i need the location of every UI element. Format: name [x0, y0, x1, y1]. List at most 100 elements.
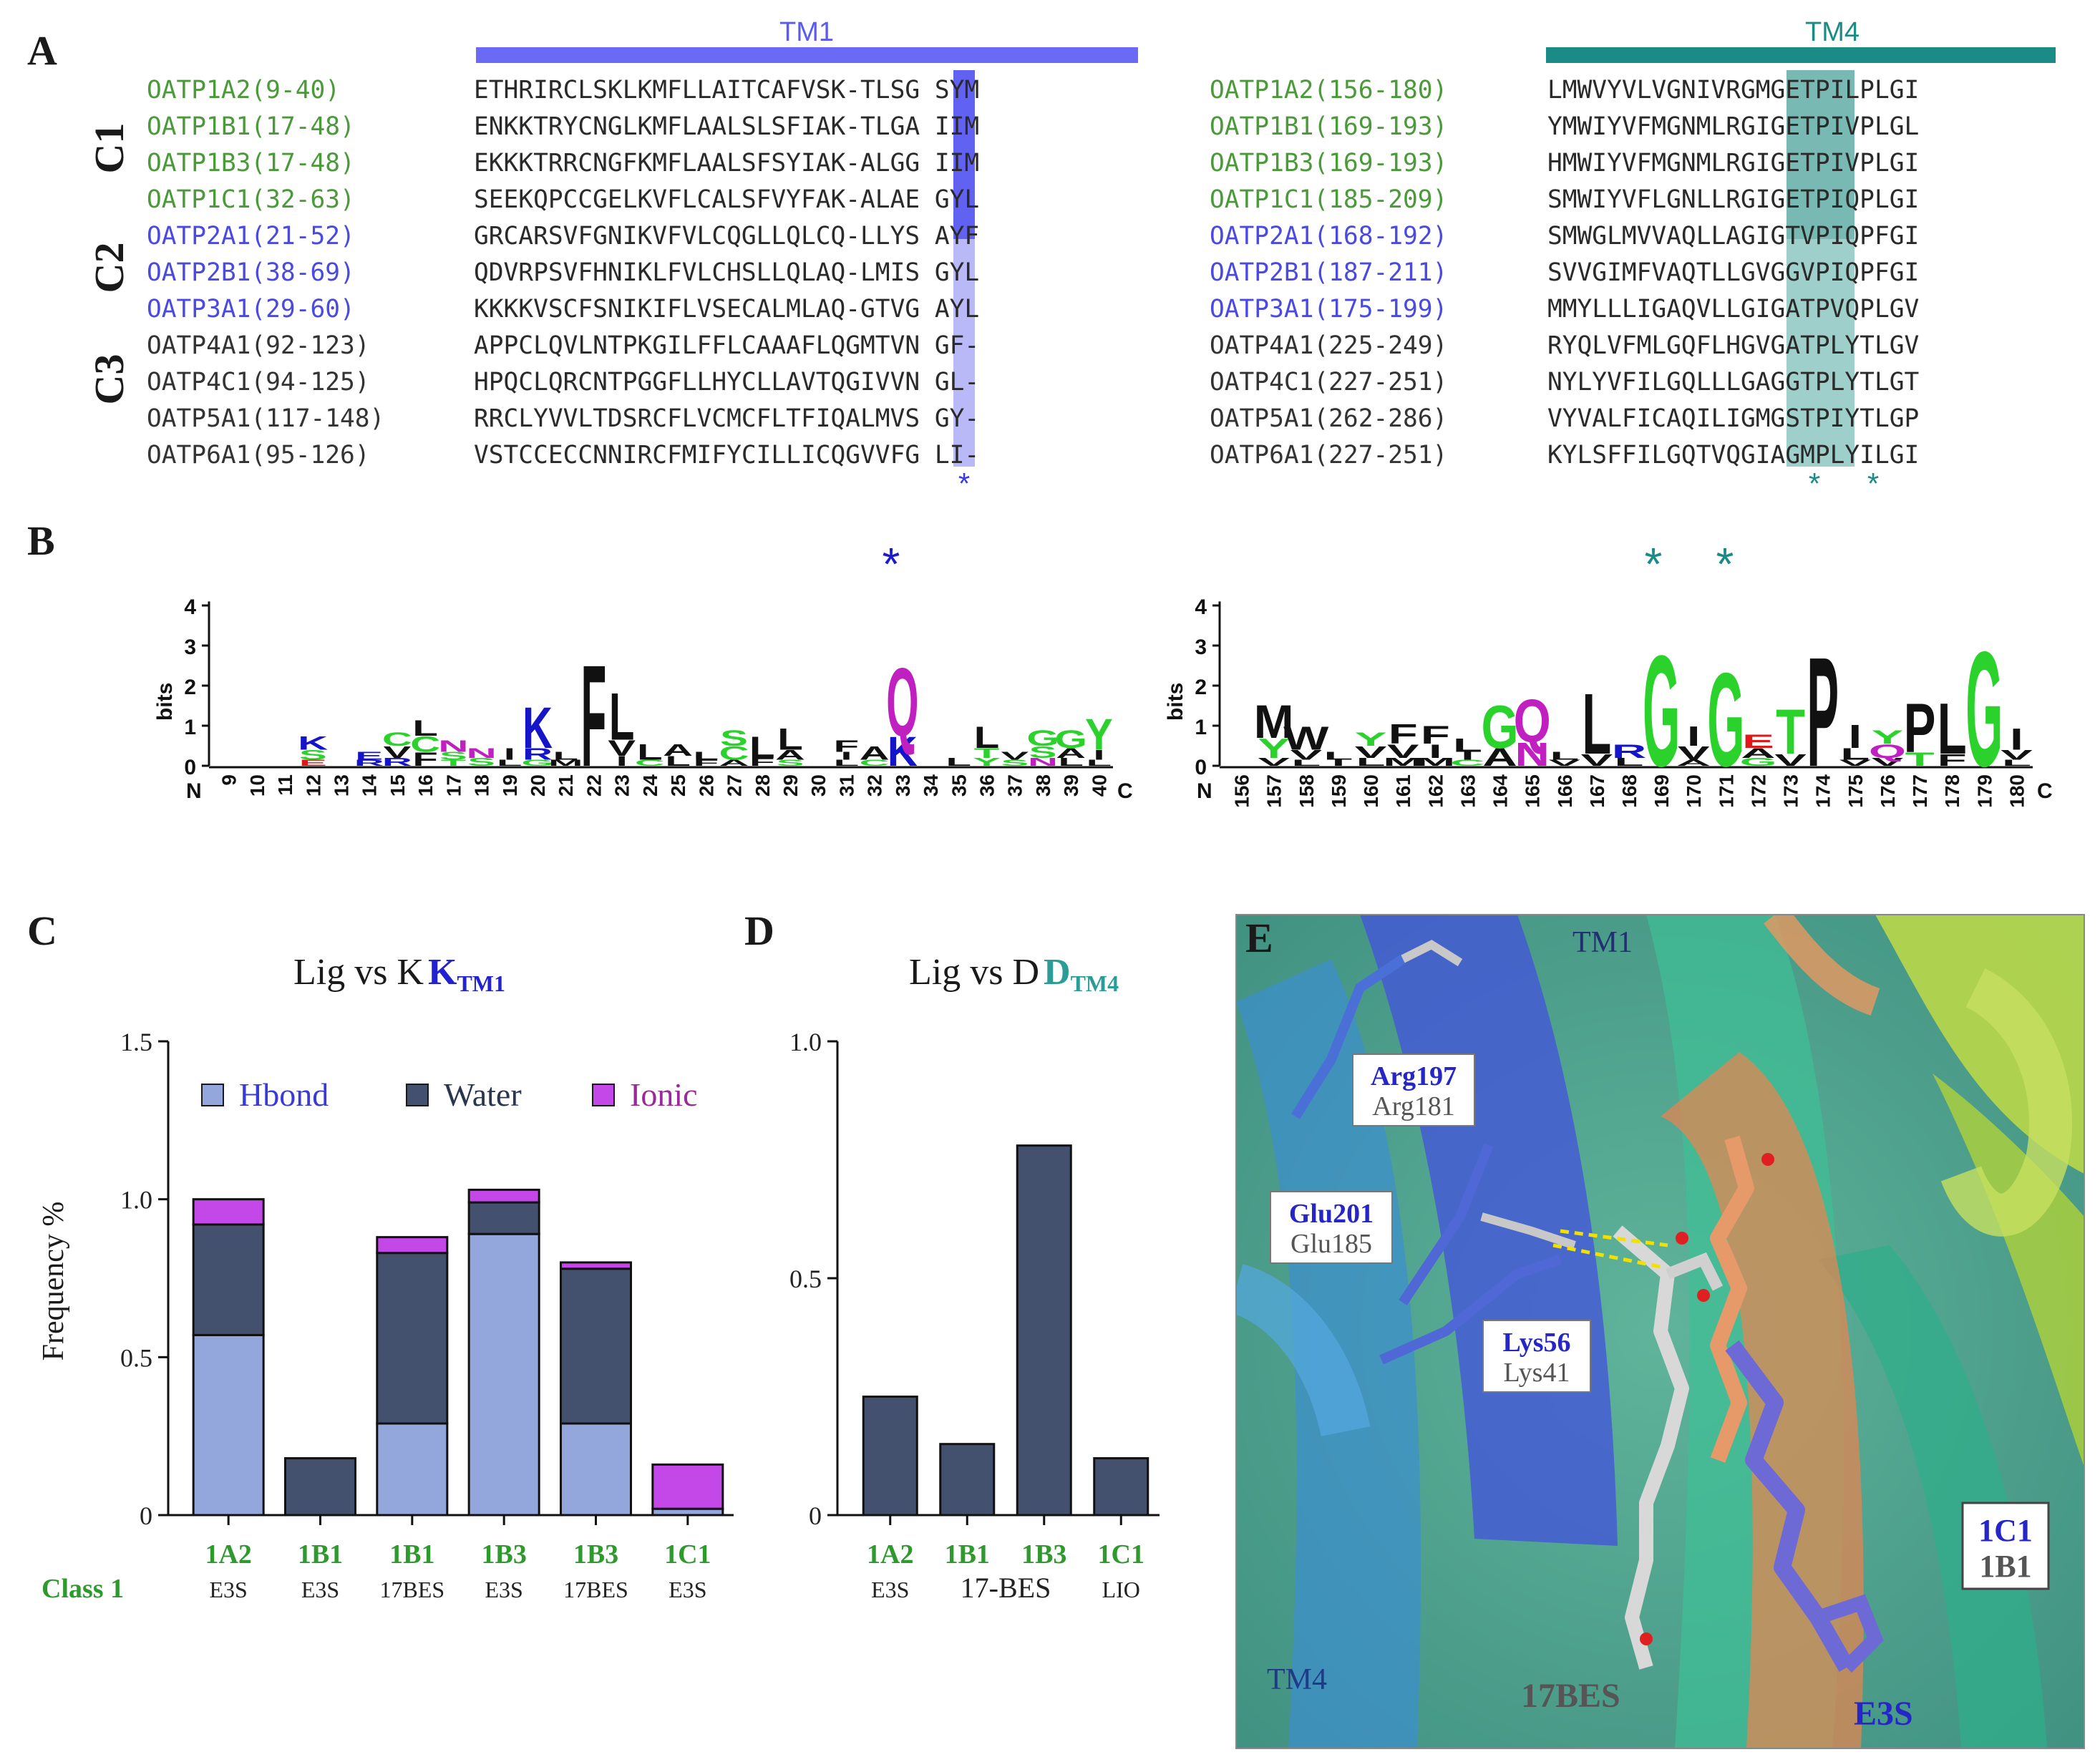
tm4-row-name: OATP6A1(227-251) — [1210, 441, 1447, 469]
logo-letter-L: L — [1291, 759, 1321, 768]
chart-c-ligand: E3S — [669, 1577, 706, 1602]
logo-letter-V: V — [608, 736, 636, 761]
logo-position-label: 159 — [1328, 774, 1350, 808]
logo-position-label: 167 — [1586, 774, 1608, 808]
logo-letter-R: R — [1612, 740, 1646, 761]
helix-blue-loop — [1236, 1264, 1371, 1437]
logo-letter-S: S — [299, 748, 327, 763]
logo-letter-A: A — [1741, 745, 1775, 761]
logo-letter-I: I — [1461, 750, 1474, 762]
logo-position-label: 160 — [1360, 774, 1382, 808]
panel-label-b: B — [27, 517, 55, 564]
logo-letter-L: L — [749, 730, 775, 764]
logo-letter-L: L — [946, 756, 972, 769]
residue-lys56: Lys56 — [1502, 1328, 1570, 1358]
chart-c-ligand: E3S — [209, 1577, 247, 1602]
logo-letter-I: I — [1093, 748, 1104, 763]
logo-c-label: C — [2037, 779, 2053, 803]
tm4-row-seq: VYVALFICAQILIGMGSTPIYTLGP — [1547, 404, 1919, 433]
logo-position-label: 19 — [499, 774, 521, 797]
chart-c-ligand: 17BES — [379, 1577, 444, 1602]
chart-c-y-tick-label: 0 — [140, 1502, 152, 1530]
chart-c-bar-hbond — [192, 1333, 265, 1517]
chart-c-bar-ionic — [651, 1463, 724, 1510]
logo-letter-L: L — [694, 750, 719, 763]
chart-d-title: Lig vs D DTM4 — [909, 952, 1119, 996]
logo-letter-L: L — [1615, 756, 1644, 768]
tm1-highlight-other — [953, 239, 975, 467]
logo-position-label: 14 — [359, 774, 381, 797]
chart-d-title-sub: TM4 — [1071, 970, 1119, 996]
ligand-orange-sticks — [1710, 1135, 1754, 1463]
logo-letter-I: I — [616, 754, 628, 769]
tm4-row-seq: MMYLLLIGAQVLLGIGATPVQPLGV — [1547, 295, 1919, 323]
ligand-e3s-ring — [1815, 1594, 1884, 1673]
sidechain-arg181 — [1401, 940, 1463, 967]
logo-position-label: 24 — [639, 774, 661, 797]
logo-n-label: N — [1197, 779, 1212, 803]
chart-c-bar-water — [376, 1252, 449, 1425]
logo-letter-E: E — [299, 758, 327, 767]
logo-position-label: 15 — [387, 774, 409, 797]
tm1-row-seq: ENKKTRYCNGLKMFLAALSLSFIAK-TLGA IIM — [474, 112, 979, 141]
logo-letter-K: K — [522, 696, 553, 761]
logo-y-tick-label: 1 — [1195, 716, 1207, 739]
logo2-star-2: * — [1716, 538, 1734, 590]
logo-letter-F: F — [412, 748, 438, 770]
logo-letter-V: V — [2001, 747, 2033, 763]
logo-letter-G: G — [1055, 726, 1087, 754]
logo-position-label: 156 — [1231, 774, 1253, 808]
logo-letter-A: A — [663, 741, 693, 760]
tm4-highlight-class1 — [1787, 70, 1854, 239]
tm1-row-name: OATP1C1(32-63) — [147, 185, 355, 214]
tm1-row-seq: EKKKTRRCNGFKMFLAALSFSYIAK-ALGG IIM — [474, 149, 979, 177]
logo-position-label: 170 — [1683, 774, 1705, 808]
logo-letter-Q: Q — [1869, 740, 1906, 761]
logo-letter-Y: Y — [1085, 709, 1113, 759]
sequence-logo-tm4: 0 1 2 3 4 bits N C 156 157 158 159 160 161 162 163 164 16… — [1164, 595, 2053, 808]
logo-position-label: 157 — [1263, 774, 1285, 808]
residue-lys41: Lys41 — [1504, 1358, 1570, 1388]
logo-letter-V: V — [1774, 751, 1807, 769]
logo-letter-F: F — [694, 758, 719, 767]
logo-position-label: 168 — [1618, 774, 1640, 808]
logo-y-tick-label: 3 — [184, 636, 196, 659]
ligand-label-17bes: 17BES — [1521, 1677, 1620, 1715]
logo-position-label: 162 — [1424, 774, 1447, 808]
logo-letter-L: L — [609, 681, 635, 754]
logo-position-label: 31 — [835, 774, 857, 797]
tm4-row-name: OATP2A1(168-192) — [1210, 222, 1447, 250]
chart-c-category: 1B1 — [298, 1539, 343, 1569]
residue-arg197: Arg197 — [1371, 1061, 1457, 1091]
logo-position-label: 179 — [1973, 774, 1996, 808]
chart-c-category: 1B1 — [389, 1539, 434, 1569]
logo-letter-C: C — [635, 758, 665, 767]
chart-c-category: 1C1 — [664, 1539, 711, 1569]
logo-y-tick-label: 4 — [1195, 595, 1207, 619]
tm1-row-seq: VSTCCECCNNIRCFMIFYCILLICQGVVFG LI- — [474, 441, 979, 469]
logo-position-label: 30 — [807, 774, 830, 797]
tm4-row-seq: YMWIYVFMGNMLRGIGETPIVPLGL — [1547, 112, 1919, 141]
tm1-row-seq: RRCLYVVLTDSRCFLVCMCFLTFIQALMVS GY- — [474, 404, 979, 433]
residue-arg181: Arg181 — [1372, 1091, 1454, 1121]
logo-letter-L: L — [974, 720, 1000, 754]
logo-position-label: 164 — [1489, 774, 1512, 808]
logo-position-label: 13 — [330, 774, 352, 797]
logo-n-label: N — [186, 779, 202, 803]
logo-position-label: 158 — [1296, 774, 1318, 808]
chart-d-category: 1B1 — [945, 1539, 990, 1569]
logo-letter-T: T — [974, 746, 1000, 761]
logo-position-label: 23 — [611, 774, 633, 797]
atom-oxygen-3 — [1761, 1153, 1774, 1166]
chart-c-bar-ionic — [192, 1198, 265, 1226]
logo-letter-L: L — [1453, 734, 1482, 756]
logo-letter-L: L — [2002, 759, 2031, 768]
logo-letter-R: R — [522, 745, 553, 764]
legend-1b1: 1B1 — [1979, 1549, 2031, 1584]
residue-glu201: Glu201 — [1289, 1199, 1374, 1229]
tm1-row-seq: GRCARSVFGNIKVFVLCQGLLQLCQ-LLYS AYF — [474, 222, 979, 250]
logo-letter-M: M — [1383, 756, 1423, 768]
logo1-star: * — [883, 538, 900, 590]
logo-y-label: bits — [153, 683, 177, 721]
logo-letter-L: L — [834, 758, 860, 767]
